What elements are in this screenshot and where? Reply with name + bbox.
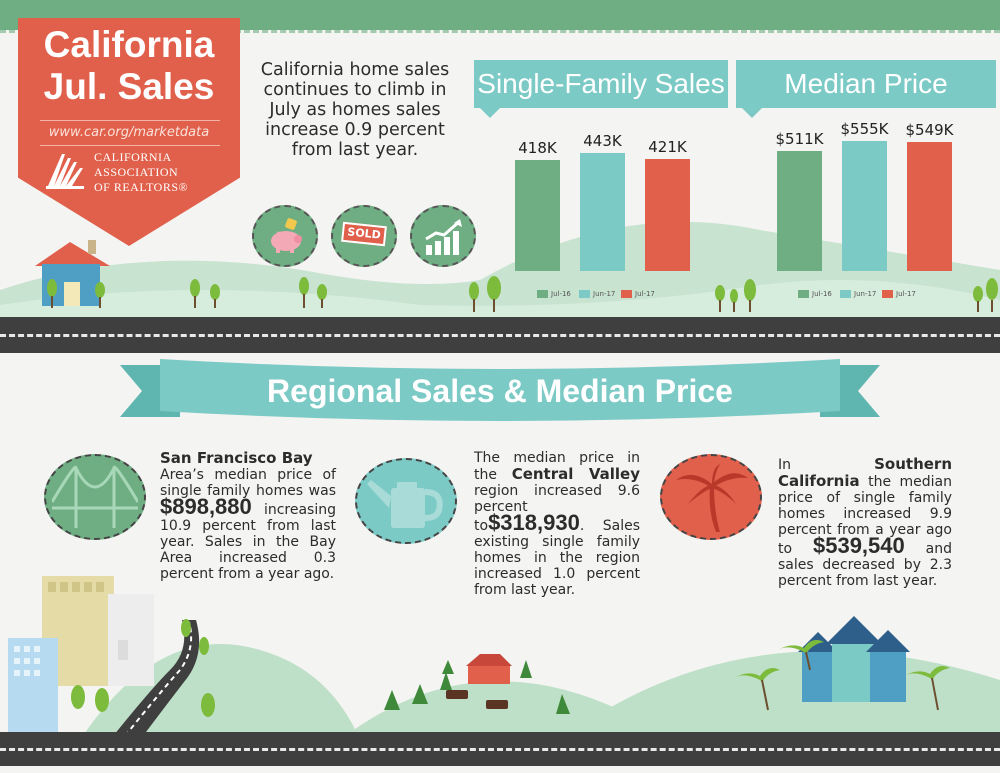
piggy-bank-badge <box>252 205 318 267</box>
title-line-2: Jul. Sales <box>43 66 215 107</box>
sf-bay-heading: San Francisco Bay <box>160 449 313 467</box>
sales-bar-Jun-17 <box>580 153 625 271</box>
sales-chart-title: Single-Family Sales <box>474 60 728 118</box>
central-valley-summary: The median price in the Central Valley r… <box>474 450 640 598</box>
watering-can-icon <box>367 480 443 528</box>
regional-heading: Regional Sales & Median Price <box>267 373 733 409</box>
org-name-line-2: ASSOCIATION <box>94 165 179 179</box>
page-title: California Jul. Sales <box>22 24 236 108</box>
org-name-line-1: CALIFORNIA <box>94 150 172 164</box>
site-url[interactable]: www.car.org/marketdata <box>48 125 210 140</box>
price-legend-item: Jul-16 <box>798 289 832 299</box>
sc-text-1: In <box>778 457 792 473</box>
sc-text-3: and sales decreased by 2.3 percent from … <box>778 541 953 589</box>
top-dashed-line <box>0 30 1000 33</box>
sales-bar-Jul-17 <box>645 158 690 271</box>
sf-bay-text-1: Area’s median price of single family hom… <box>160 467 336 499</box>
palm-tree-badge <box>660 454 762 540</box>
regional-ribbon <box>120 359 880 421</box>
trees-row-2 <box>469 276 998 312</box>
price-bar-Jul-16 <box>777 151 822 271</box>
intro-text: California home sales continues to climb… <box>260 60 450 160</box>
sf-bay-price: $898,880 <box>160 494 252 519</box>
car-logo-icon <box>46 154 84 189</box>
growth-chart-badge <box>410 205 476 267</box>
title-line-1: California <box>43 24 215 65</box>
palm-tree-icon <box>676 464 748 532</box>
sf-bay-text-2: increasing 10.9 percent from last year. … <box>160 502 336 582</box>
price-value-label: $555K <box>840 120 889 138</box>
cv-price: $318,930 <box>488 510 580 535</box>
price-bar-Jul-17 <box>907 142 952 271</box>
sc-text-2: the median price of single family homes … <box>778 474 953 557</box>
price-legend-item: Jul-17 <box>882 289 916 299</box>
cv-text-2: region increased 9.6 percent to <box>474 483 640 534</box>
sales-legend-item: Jul-17 <box>621 289 655 299</box>
golden-gate-badge <box>44 454 146 540</box>
sf-bay-summary: San Francisco Bay Area’s median price of… <box>160 450 336 582</box>
cv-text-1: The median price in the <box>474 450 640 483</box>
price-value-label: $511K <box>775 130 824 149</box>
sales-legend-item: Jun-17 <box>579 289 615 299</box>
divider <box>40 145 220 146</box>
southern-california-summary: In Southern California the median price … <box>778 456 952 589</box>
sales-value-label: 418K <box>518 138 557 157</box>
price-value-label: $549K <box>905 121 954 140</box>
sales-value-label: 443K <box>583 132 622 150</box>
price-legend-item: Jun-17 <box>840 289 876 299</box>
sold-sign-badge: SOLD <box>331 205 397 267</box>
org-name-line-3: OF REALTORS® <box>94 180 189 194</box>
piggy-bank-icon <box>271 218 302 253</box>
sc-price: $539,540 <box>812 533 905 558</box>
growth-chart-icon <box>425 219 462 255</box>
road-top-dash <box>0 334 1000 337</box>
road-bottom-dash <box>0 748 1000 751</box>
sales-legend-item: Jul-16 <box>537 289 571 299</box>
sales-bar-Jul-16 <box>515 159 560 271</box>
sc-heading: Southern California <box>778 455 952 490</box>
golden-gate-bridge-icon <box>52 465 138 528</box>
price-bar-Jun-17 <box>842 141 887 271</box>
divider <box>40 120 220 121</box>
org-name: CALIFORNIA ASSOCIATION OF REALTORS® <box>94 150 234 195</box>
watering-can-badge <box>355 458 457 544</box>
cv-heading: Central Valley <box>511 465 640 483</box>
price-chart-title: Median Price <box>736 60 996 118</box>
bottom-landscape <box>8 576 1000 740</box>
cv-text-3: . Sales existing single family homes in … <box>474 518 640 598</box>
sales-value-label: 421K <box>648 137 687 156</box>
trees-row-1 <box>47 277 327 308</box>
sold-sign-icon: SOLD <box>341 221 387 247</box>
